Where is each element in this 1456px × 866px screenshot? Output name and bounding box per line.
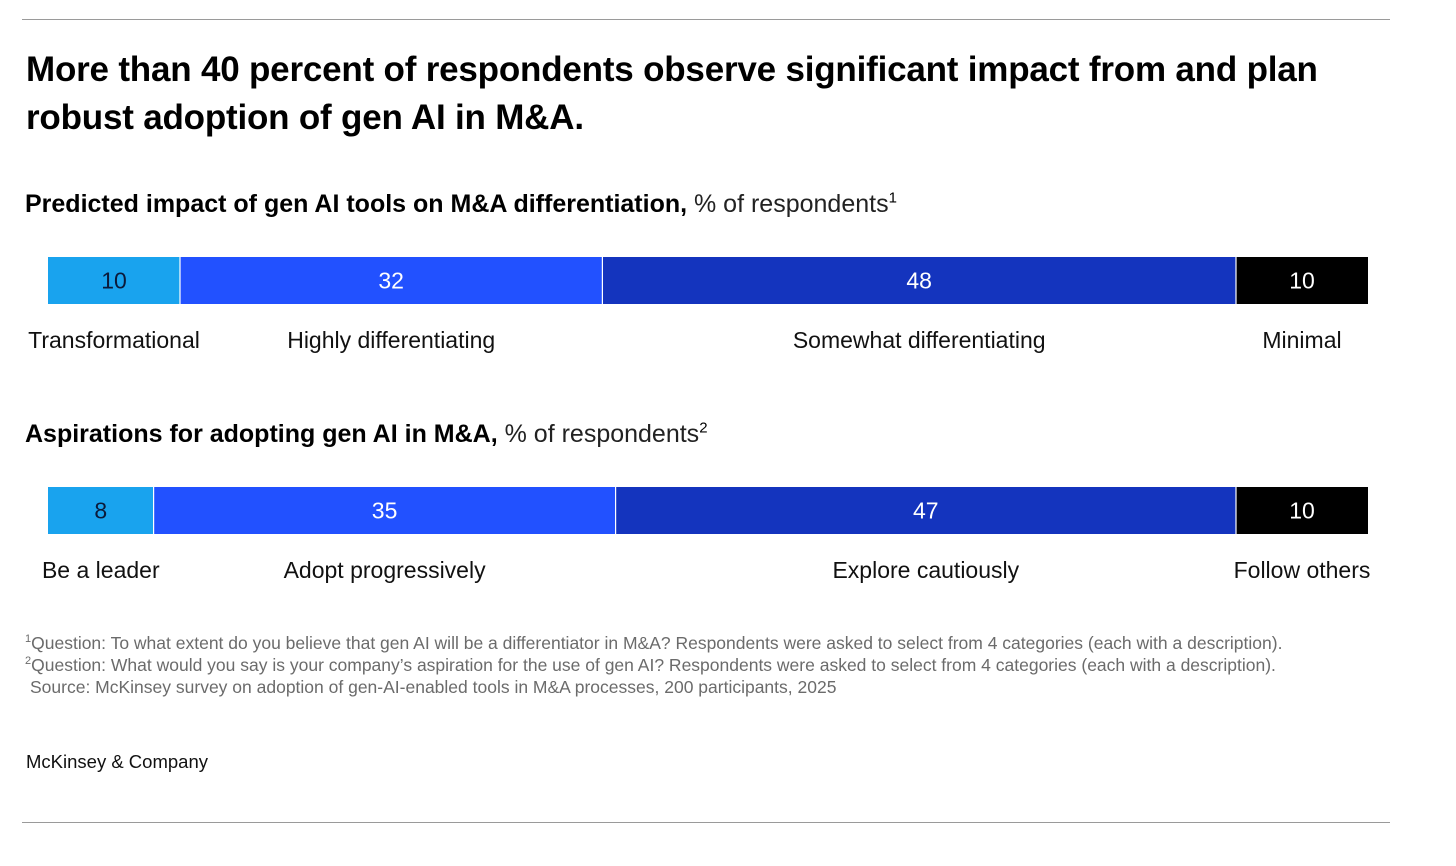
category-label-adopt-progressively: Adopt progressively bbox=[284, 557, 486, 583]
chart-1-title: Predicted impact of gen AI tools on M&A … bbox=[25, 188, 897, 220]
chart-1-footnote-marker: 1 bbox=[888, 189, 897, 207]
footnote-2-text: Question: What would you say is your com… bbox=[31, 655, 1276, 675]
brand-name: McKinsey & Company bbox=[26, 751, 208, 772]
top-divider bbox=[22, 19, 1390, 20]
value-label-adopt-progressively: 35 bbox=[372, 498, 398, 524]
category-label-be-a-leader: Be a leader bbox=[42, 557, 160, 583]
category-label-explore-cautiously: Explore cautiously bbox=[832, 557, 1019, 583]
chart-1-title-unit: % of respondents bbox=[687, 190, 889, 218]
footnote-1-text: Question: To what extent do you believe … bbox=[31, 633, 1283, 653]
chart-2-title: Aspirations for adopting gen AI in M&A, … bbox=[25, 418, 708, 450]
value-label-transformational: 10 bbox=[101, 268, 127, 294]
chart-2-title-unit: % of respondents bbox=[497, 420, 700, 448]
bar-segment-minimal bbox=[1236, 257, 1368, 304]
footnotes: 1Question: To what extent do you believe… bbox=[25, 632, 1405, 698]
chart-2-footnote-marker: 2 bbox=[699, 419, 708, 437]
category-label-highly-differentiating: Highly differentiating bbox=[287, 327, 495, 353]
value-label-minimal: 10 bbox=[1289, 268, 1315, 294]
category-label-somewhat-differentiating: Somewhat differentiating bbox=[793, 327, 1046, 353]
chart-1-stacked-bar: 10 Transformational 32 Highly differentiati… bbox=[28, 257, 1368, 353]
chart-1-title-bold: Predicted impact of gen AI tools on M&A … bbox=[25, 190, 688, 218]
bottom-divider bbox=[22, 822, 1390, 823]
footnote-1-marker: 1 bbox=[25, 633, 32, 646]
footnote-2-marker: 2 bbox=[25, 655, 32, 668]
bar-segment-adopt-progressively bbox=[153, 487, 616, 534]
bar-segment-transformational bbox=[48, 257, 180, 304]
chart-2-title-bold: Aspirations for adopting gen AI in M&A, bbox=[25, 420, 498, 448]
bar-segment-follow-others bbox=[1236, 487, 1368, 534]
value-label-highly-differentiating: 32 bbox=[378, 268, 404, 294]
value-label-follow-others: 10 bbox=[1289, 498, 1315, 524]
source-note: Source: McKinsey survey on adoption of g… bbox=[30, 677, 837, 697]
bar-segment-highly-differentiating bbox=[180, 257, 603, 304]
category-label-minimal: Minimal bbox=[1262, 327, 1341, 353]
value-label-somewhat-differentiating: 48 bbox=[906, 268, 932, 294]
value-label-explore-cautiously: 47 bbox=[913, 498, 939, 524]
footnote-1: 1Question: To what extent do you believe… bbox=[25, 632, 1405, 654]
bar-segment-be-a-leader bbox=[48, 487, 154, 534]
page-title: More than 40 percent of respondents obse… bbox=[26, 50, 1318, 137]
footnote-2: 2Question: What would you say is your co… bbox=[25, 654, 1405, 676]
bar-segment-explore-cautiously bbox=[615, 487, 1236, 534]
category-label-follow-others: Follow others bbox=[1234, 557, 1371, 583]
category-label-transformational: Transformational bbox=[28, 327, 200, 353]
chart-2-stacked-bar: 8 Be a leader 35 Adopt progressively 47 Explo… bbox=[42, 487, 1371, 583]
bar-segment-somewhat-differentiating bbox=[602, 257, 1236, 304]
value-label-be-a-leader: 8 bbox=[94, 498, 107, 524]
